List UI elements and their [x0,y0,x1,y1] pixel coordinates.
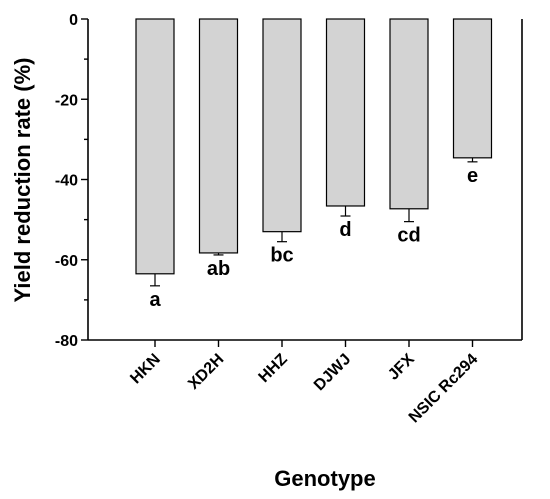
x-tick-label: HKN [127,351,164,388]
bar [389,18,429,210]
bar [452,18,493,159]
x-axis-title: Genotype [274,466,375,491]
significance-label: a [149,289,161,311]
plot-area: 0 -20 -40 -60 -80 a HKN ab XD2H bc HHZ d DJWJ cd JFX e N… [55,12,523,427]
x-tick-label: DJWJ [311,351,354,394]
significance-label: e [467,165,478,187]
y-tick-label: -80 [55,333,78,350]
significance-label: bc [270,245,293,267]
bar [262,18,302,233]
bar [325,18,366,207]
y-tick-label: -60 [55,253,78,270]
significance-label: cd [397,225,420,247]
significance-label: d [339,219,351,241]
y-tick-label: -20 [55,92,78,109]
significance-label: ab [207,258,230,280]
y-tick-label: 0 [69,12,78,29]
bar [135,18,175,275]
x-tick-label: JFX [385,351,418,384]
bar [198,18,239,254]
y-axis-title: Yield reduction rate (%) [10,58,35,303]
x-tick-label: XD2H [185,351,227,393]
x-tick-label: HHZ [256,351,291,386]
x-tick-label: NSIC Rc294 [406,351,482,427]
y-tick-label: -40 [55,173,78,190]
